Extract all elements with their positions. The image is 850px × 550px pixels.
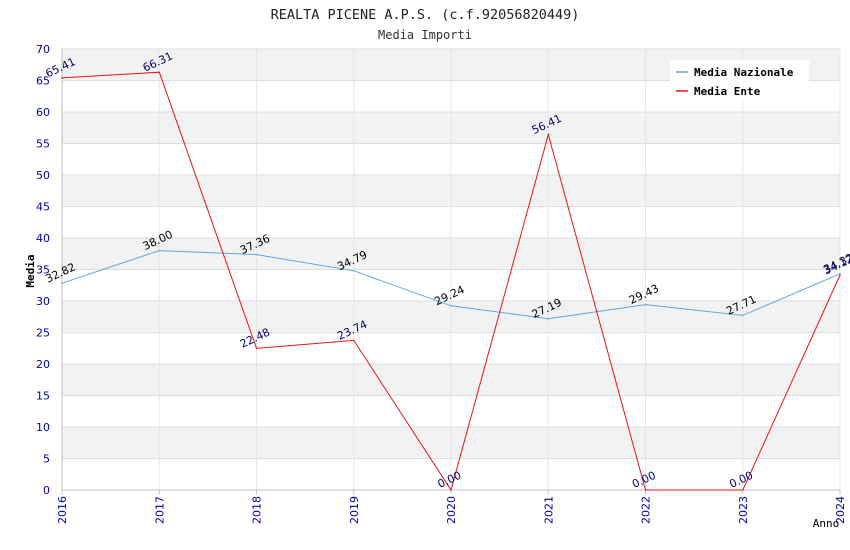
chart-title: REALTA PICENE A.P.S. (c.f.92056820449)	[271, 7, 580, 23]
x-tick-label: 2019	[348, 496, 361, 524]
x-tick-label: 2022	[640, 496, 653, 524]
x-tick-label: 2023	[737, 496, 750, 524]
data-point	[158, 249, 161, 252]
legend-box	[670, 60, 809, 102]
y-tick-label: 45	[36, 201, 50, 214]
y-tick-label: 5	[43, 453, 50, 466]
y-tick-label: 10	[36, 421, 50, 434]
data-label: 0.00	[727, 469, 755, 491]
data-point	[839, 274, 841, 276]
chart-subtitle: Media Importi	[378, 28, 472, 42]
data-point	[352, 339, 355, 342]
y-axis-label: Media	[24, 254, 37, 287]
x-tick-label: 2024	[834, 496, 847, 524]
data-point	[839, 272, 841, 275]
y-tick-label: 60	[36, 106, 50, 119]
y-tick-label: 15	[36, 390, 50, 403]
data-point	[450, 304, 452, 307]
data-point	[352, 270, 355, 272]
data-label: 0.00	[630, 469, 658, 491]
y-tick-label: 25	[36, 327, 50, 340]
data-point	[450, 489, 452, 491]
data-point	[158, 71, 161, 74]
data-point	[255, 347, 258, 350]
y-axis-ticks: 0 5 10 15 20 25 30 35 40 45 50 55 60 65 70	[36, 43, 50, 497]
x-tick-label: 2016	[56, 496, 69, 524]
data-point	[644, 489, 647, 491]
data-point	[547, 133, 550, 136]
y-tick-label: 20	[36, 358, 50, 371]
x-axis-ticks: 2016 2017 2018 2019 2020 2021 2022 2023 2024	[56, 490, 847, 524]
legend: Media Nazionale Media Ente	[670, 60, 809, 102]
y-tick-label: 35	[36, 264, 50, 277]
y-tick-label: 50	[36, 169, 50, 182]
x-tick-label: 2021	[542, 496, 555, 524]
data-point	[61, 282, 63, 285]
data-point	[741, 489, 744, 491]
y-tick-label: 0	[43, 484, 50, 497]
plot-background	[61, 48, 841, 491]
y-tick-label: 70	[36, 43, 50, 56]
y-tick-label: 55	[36, 138, 50, 151]
data-point	[547, 317, 550, 320]
data-point	[61, 77, 63, 79]
x-axis-label: Anno	[813, 517, 840, 530]
data-point	[255, 253, 258, 256]
x-tick-label: 2020	[445, 496, 458, 524]
data-point	[741, 314, 744, 317]
x-tick-label: 2017	[153, 496, 166, 524]
x-tick-label: 2018	[251, 496, 264, 524]
y-tick-label: 40	[36, 232, 50, 245]
legend-label: Media Nazionale	[694, 66, 794, 79]
data-point	[644, 303, 647, 306]
series-layer	[61, 71, 841, 492]
legend-label: Media Ente	[694, 85, 761, 98]
y-tick-label: 65	[36, 75, 50, 88]
y-tick-label: 30	[36, 295, 50, 308]
